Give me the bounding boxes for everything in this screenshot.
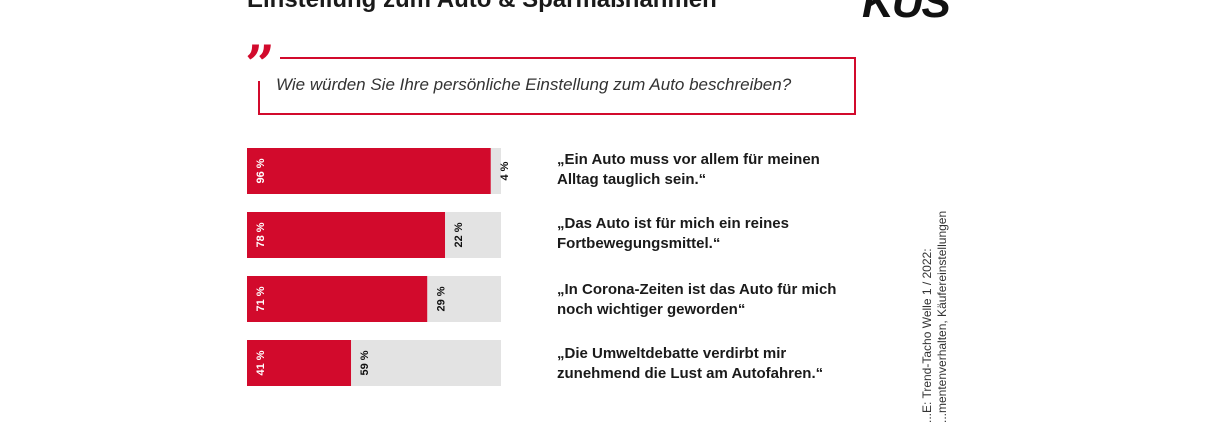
page-title: Einstellung zum Auto & Sparmaßnahmen (247, 0, 717, 14)
question-box: Wie würden Sie Ihre persönliche Einstell… (258, 57, 856, 115)
value-label-disagree-4: 59 % (359, 350, 371, 375)
value-label-agree-3: 71 % (255, 286, 267, 311)
statement-4-line-1: „Die Umweltdebatte verdirbt mir (557, 345, 787, 362)
bar-disagree-4 (351, 340, 501, 386)
bar-disagree-3 (427, 276, 501, 322)
bar-agree-3 (247, 276, 428, 322)
source-note: ...E: Trend-Tacho Welle 1 / 2022: ...men… (920, 211, 950, 423)
statement-4-line-2: zunehmend die Lust am Autofahren.“ (557, 365, 824, 382)
statement-3-line-1: „In Corona-Zeiten ist das Auto für mich (557, 281, 837, 298)
value-label-agree-4: 41 % (255, 350, 267, 375)
statement-4: „Die Umweltdebatte verdirbt mir zunehmen… (557, 344, 877, 384)
bar-disagree-1 (490, 148, 501, 194)
bar-disagree-2 (445, 212, 501, 258)
source-line-2: ...mentenverhalten, Käufereinstellungen (935, 210, 949, 423)
value-label-agree-1: 96 % (255, 158, 267, 183)
bar-agree-4 (247, 340, 352, 386)
value-label-disagree-2: 22 % (453, 222, 465, 247)
statement-2: „Das Auto ist für mich ein reines Fortbe… (557, 214, 877, 254)
statement-3: „In Corona-Zeiten ist das Auto für mich … (557, 280, 877, 320)
statement-3-line-2: noch wichtiger geworden“ (557, 301, 746, 318)
statement-2-line-1: „Das Auto ist für mich ein reines (557, 215, 789, 232)
value-label-disagree-3: 29 % (435, 286, 447, 311)
question-text: Wie würden Sie Ihre persönliche Einstell… (276, 75, 792, 94)
statement-1: „Ein Auto muss vor allem für meinen Allt… (557, 150, 877, 190)
source-line-1: ...E: Trend-Tacho Welle 1 / 2022: (920, 248, 934, 423)
statement-1-line-2: Alltag tauglich sein.“ (557, 171, 707, 188)
statement-2-line-2: Fortbewegungsmittel.“ (557, 235, 721, 252)
bar-agree-1 (247, 148, 491, 194)
statement-1-line-1: „Ein Auto muss vor allem für meinen (557, 151, 820, 168)
bar-agree-2 (247, 212, 446, 258)
value-label-agree-2: 78 % (255, 222, 267, 247)
value-label-disagree-1: 4 % (499, 161, 511, 180)
brand-logo: KÜS (862, 0, 951, 27)
